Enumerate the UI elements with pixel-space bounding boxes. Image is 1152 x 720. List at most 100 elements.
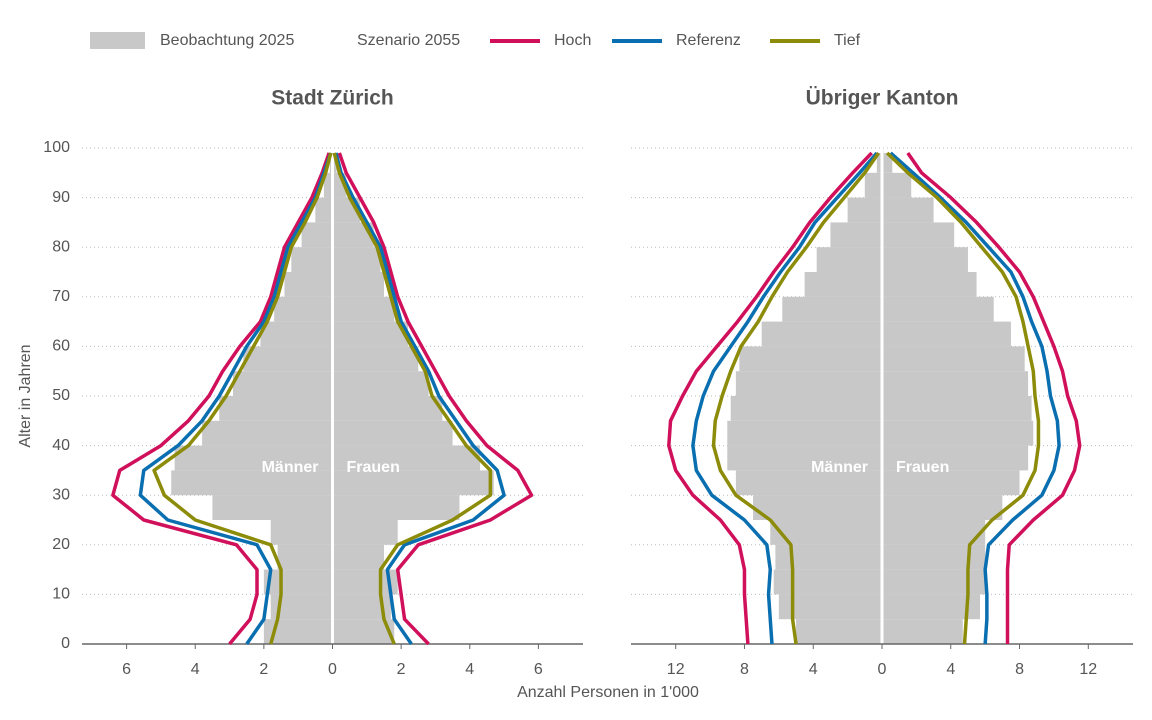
y-tick-label: 80 xyxy=(52,238,70,255)
scenario-line xyxy=(111,152,331,646)
x-tick-label: 4 xyxy=(191,661,200,678)
observation-bar xyxy=(274,296,333,322)
observation-bar xyxy=(332,152,337,173)
scenario-line xyxy=(337,152,534,646)
observation-bar xyxy=(332,544,384,570)
y-tick-label: 60 xyxy=(52,338,70,355)
observation-bar xyxy=(847,197,882,223)
observation-bar xyxy=(212,495,333,520)
y-tick-label: 90 xyxy=(52,189,70,206)
observation-bar xyxy=(277,544,333,570)
y-axis-label: Alter in Jahren xyxy=(17,344,34,447)
observation-bar xyxy=(882,495,1003,520)
x-axis-label: Anzahl Personen in 1'000 xyxy=(517,684,699,701)
x-tick-label: 4 xyxy=(465,661,474,678)
scenario-line xyxy=(885,151,1041,645)
legend-label: Tief xyxy=(834,32,861,49)
observation-bar xyxy=(882,520,986,545)
scenario-line xyxy=(334,152,506,645)
observation-bar xyxy=(816,247,882,272)
observation-bar xyxy=(882,321,1011,347)
observation-bar xyxy=(332,272,384,297)
observation-bar xyxy=(332,346,419,372)
observation-bar xyxy=(332,296,395,322)
x-tick-label: 6 xyxy=(122,661,131,678)
observation-bar xyxy=(243,346,333,372)
scenario-line xyxy=(152,152,333,645)
observation-bar xyxy=(735,371,882,396)
x-tick-label: 0 xyxy=(878,661,887,678)
x-tick-label: 12 xyxy=(1079,661,1097,678)
sex-label: Männer xyxy=(811,459,868,476)
observation-bar xyxy=(171,470,333,496)
observation-bar xyxy=(882,594,980,620)
observation-bar xyxy=(882,445,1029,471)
observation-bar xyxy=(263,569,333,595)
panel-title: Stadt Zürich xyxy=(271,87,394,110)
observation-bar xyxy=(332,420,453,446)
observation-bar xyxy=(332,371,429,396)
scenario-line xyxy=(691,151,879,645)
observation-bar xyxy=(315,197,333,223)
observation-bar xyxy=(332,321,408,347)
observation-bar xyxy=(260,321,333,347)
y-tick-label: 50 xyxy=(52,387,70,404)
observation-bar xyxy=(332,247,381,272)
observation-bar xyxy=(332,470,494,496)
observation-bar xyxy=(270,520,333,545)
observation-bar xyxy=(323,172,333,198)
sex-label: Frauen xyxy=(896,459,949,476)
observation-bar xyxy=(796,619,882,644)
scenario-line xyxy=(711,151,880,645)
observation-bar xyxy=(735,470,882,496)
observation-bar xyxy=(332,495,460,520)
y-tick-label: 40 xyxy=(52,437,70,454)
observation-bar xyxy=(219,396,333,421)
x-tick-label: 6 xyxy=(534,661,543,678)
observation-bar xyxy=(882,197,934,223)
x-tick-label: 4 xyxy=(946,661,955,678)
observation-bar xyxy=(830,222,882,248)
observation-bar xyxy=(730,396,882,421)
x-tick-label: 2 xyxy=(397,661,406,678)
observation-bar xyxy=(761,321,882,347)
observation-bar xyxy=(753,495,882,520)
observation-bar xyxy=(782,296,882,322)
observation-bar xyxy=(882,172,912,198)
x-tick-label: 12 xyxy=(667,661,685,678)
x-tick-label: 0 xyxy=(328,661,337,678)
x-tick-label: 4 xyxy=(809,661,818,678)
observation-bar xyxy=(882,152,893,173)
observation-bar xyxy=(291,247,333,272)
x-tick-label: 2 xyxy=(259,661,268,678)
scenario-line xyxy=(138,152,333,645)
observation-bar xyxy=(727,420,882,446)
y-tick-label: 20 xyxy=(52,536,70,553)
legend-label: Beobachtung 2025 xyxy=(160,32,294,49)
observation-bar xyxy=(284,272,333,297)
observation-bar xyxy=(882,420,1034,446)
y-tick-label: 70 xyxy=(52,288,70,305)
observation-bar xyxy=(882,371,1029,396)
observation-bar xyxy=(882,346,1025,372)
legend-label: Hoch xyxy=(554,32,591,49)
observation-bar xyxy=(882,619,963,644)
scenario-line xyxy=(332,152,493,645)
observation-bar xyxy=(882,247,968,272)
y-tick-label: 10 xyxy=(52,586,70,603)
observation-bar xyxy=(778,594,882,620)
observation-bar xyxy=(232,371,333,396)
observation-bar xyxy=(727,445,882,471)
scenario-line xyxy=(667,151,873,645)
observation-bar xyxy=(882,396,1032,421)
observation-bar xyxy=(864,172,882,198)
observation-bar xyxy=(739,346,882,372)
observation-bar xyxy=(301,222,333,248)
x-tick-label: 8 xyxy=(1015,661,1024,678)
scenario-line xyxy=(906,151,1082,644)
observation-bar xyxy=(332,520,398,545)
observation-bar xyxy=(882,470,1020,496)
observation-bar xyxy=(202,420,333,446)
observation-bar xyxy=(882,272,977,297)
